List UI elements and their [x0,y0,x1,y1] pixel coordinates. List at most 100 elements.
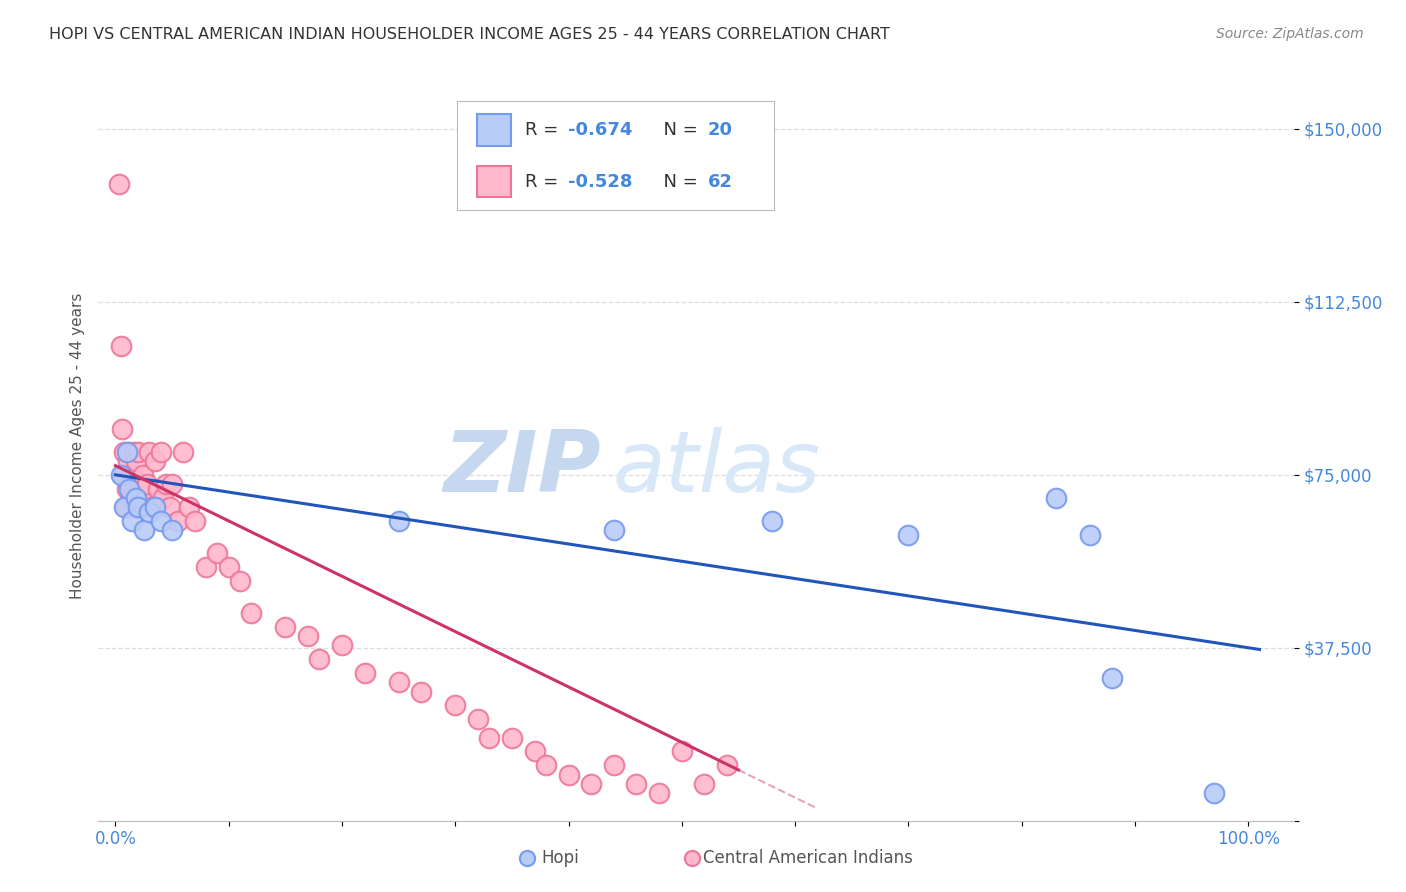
Text: atlas: atlas [613,427,820,510]
Point [159,500,181,514]
Point [603,523,626,537]
Text: R =: R = [524,172,564,191]
Point [229,574,252,588]
Point [478,731,501,745]
Point [114,444,136,458]
Point [110,339,132,353]
Point [1045,491,1067,505]
Text: ZIP: ZIP [443,427,600,510]
Point [115,482,138,496]
Point [761,514,783,528]
Point [693,777,716,791]
Point [183,514,205,528]
Point [195,560,218,574]
FancyBboxPatch shape [477,114,510,145]
Point [501,731,523,745]
Point [240,606,263,620]
Point [136,477,159,491]
Point [127,500,149,514]
Point [557,767,579,781]
Point [388,514,411,528]
Point [124,482,146,496]
Point [516,851,538,865]
Y-axis label: Householder Income Ages 25 - 44 years: Householder Income Ages 25 - 44 years [69,293,84,599]
Point [132,482,155,496]
Point [131,467,153,482]
Point [141,500,163,514]
FancyBboxPatch shape [477,166,510,197]
Point [115,444,138,458]
Point [155,477,177,491]
Point [648,786,671,800]
Point [274,620,297,634]
Point [177,500,200,514]
Point [114,500,136,514]
Point [716,758,738,772]
Point [523,744,546,758]
Point [127,444,149,458]
Point [388,675,411,690]
Point [143,500,166,514]
Point [125,491,148,505]
Point [681,851,703,865]
Point [148,482,170,496]
Point [138,505,160,519]
Point [330,639,353,653]
Point [152,491,174,505]
Point [118,482,141,496]
Point [149,444,172,458]
Point [114,500,136,514]
Point [121,467,143,482]
Text: Source: ZipAtlas.com: Source: ZipAtlas.com [1216,27,1364,41]
Point [117,454,139,468]
Point [411,684,433,698]
Point [122,444,145,458]
Text: N =: N = [652,172,703,191]
Point [125,500,148,514]
Point [444,698,467,713]
Point [111,422,134,436]
Point [897,528,920,542]
Point [297,629,319,643]
Point [131,477,153,491]
Point [118,444,141,458]
Text: -0.528: -0.528 [568,172,633,191]
Text: N =: N = [652,120,703,139]
Point [120,477,142,491]
Point [603,758,626,772]
Point [207,546,229,560]
Point [166,514,188,528]
Point [138,444,160,458]
Point [160,523,183,537]
Point [160,477,183,491]
Point [110,467,132,482]
Point [626,777,648,791]
Point [172,444,194,458]
Point [1078,528,1101,542]
Text: R =: R = [524,120,564,139]
Point [121,514,143,528]
Point [125,454,148,468]
Text: Central American Indians: Central American Indians [703,849,912,867]
Text: Hopi: Hopi [541,849,579,867]
Point [1101,671,1123,685]
Text: -0.674: -0.674 [568,120,633,139]
Point [534,758,557,772]
Point [467,712,489,726]
Point [579,777,602,791]
Point [149,514,172,528]
Text: 62: 62 [709,172,733,191]
Point [143,454,166,468]
Point [671,744,693,758]
Point [128,477,150,491]
Text: HOPI VS CENTRAL AMERICAN INDIAN HOUSEHOLDER INCOME AGES 25 - 44 YEARS CORRELATIO: HOPI VS CENTRAL AMERICAN INDIAN HOUSEHOL… [49,27,890,42]
Point [129,500,152,514]
Point [108,178,131,192]
Point [132,523,155,537]
Point [308,652,330,666]
FancyBboxPatch shape [457,102,773,210]
Point [120,491,142,505]
Point [1204,786,1226,800]
Point [353,666,375,681]
Text: 20: 20 [709,120,733,139]
